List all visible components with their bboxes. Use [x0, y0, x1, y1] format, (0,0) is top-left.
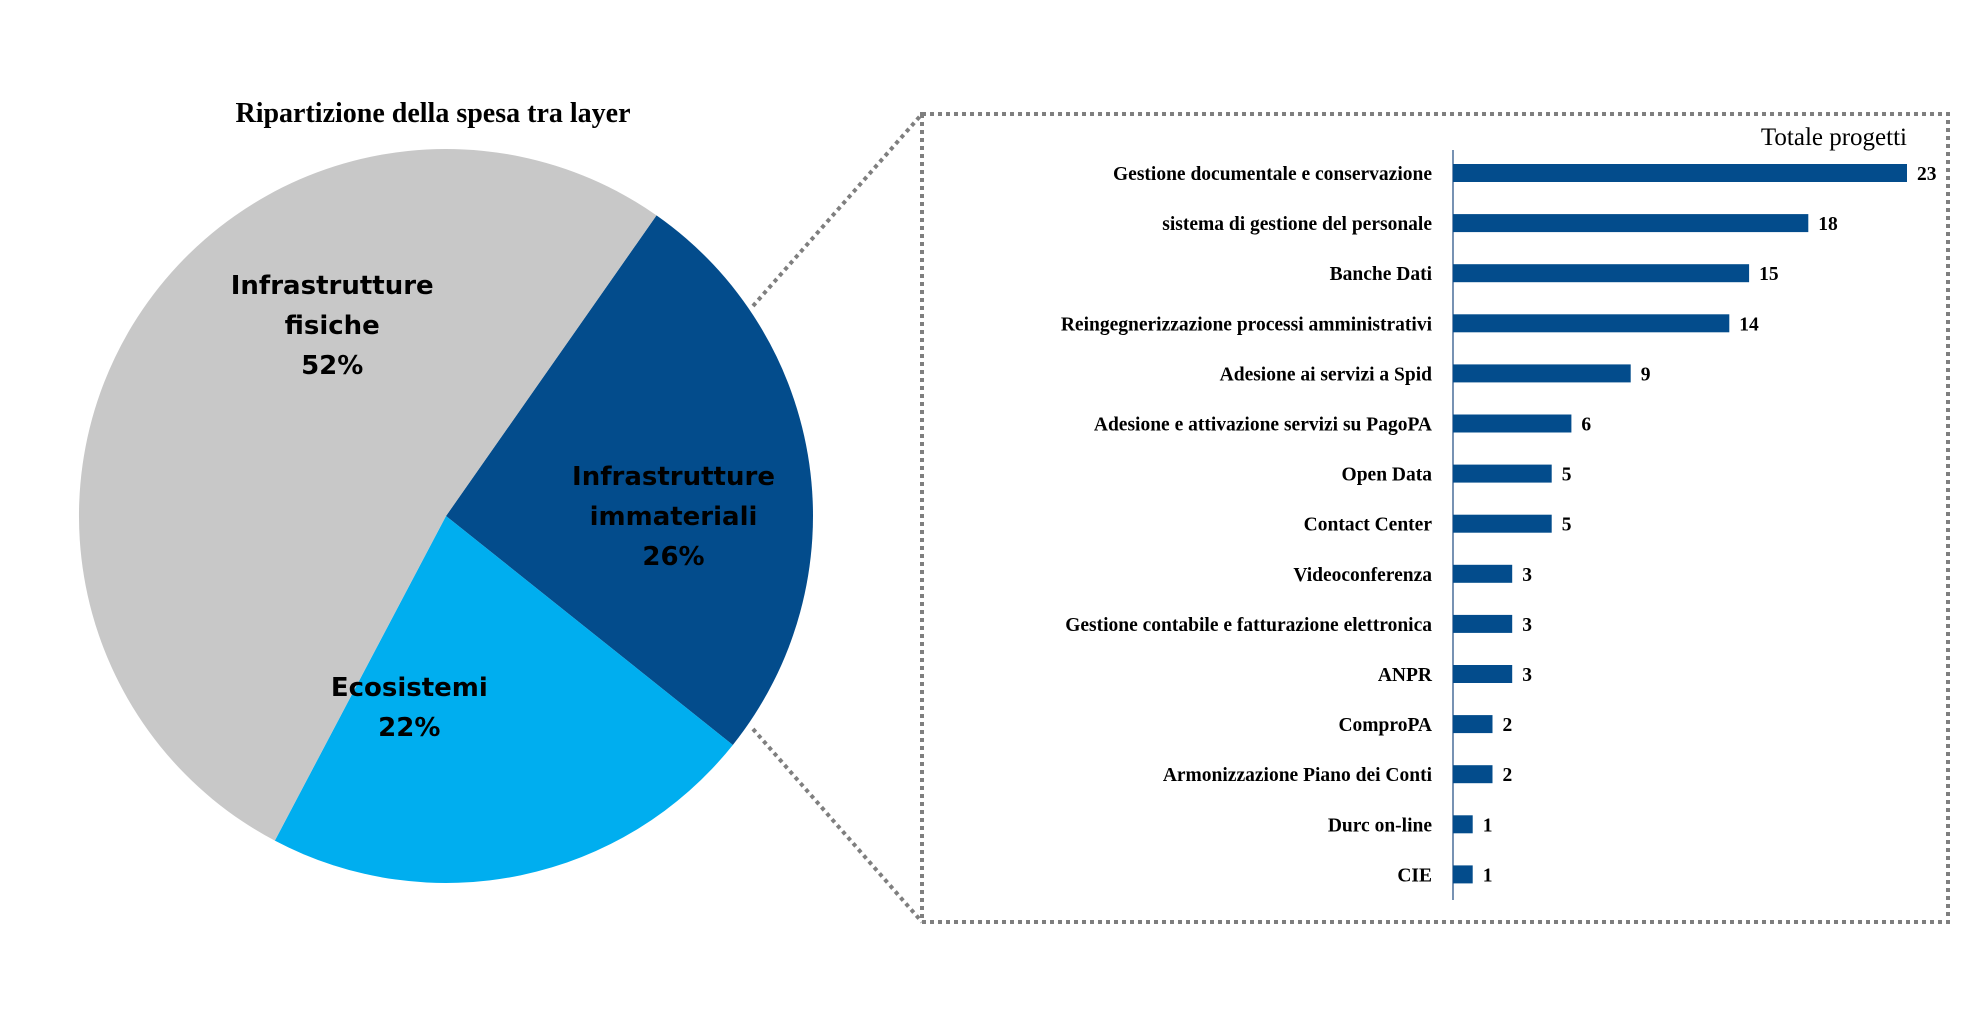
- bar-category-label: Gestione documentale e conservazione: [1113, 164, 1432, 185]
- bar-value-label: 15: [1759, 264, 1779, 285]
- bar-value-label: 3: [1522, 665, 1532, 686]
- bar-3: [1453, 314, 1730, 333]
- bar-category-label: Adesione e attivazione servizi su PagoPA: [1094, 415, 1432, 436]
- bar-7: [1453, 514, 1552, 533]
- bar-9: [1453, 614, 1513, 633]
- bar-category-label: Gestione contabile e fatturazione elettr…: [1065, 615, 1432, 636]
- bar-0: [1453, 164, 1907, 182]
- pie-slice-label-0: Infrastrutture immateriali 26%: [572, 462, 775, 572]
- bar-value-label: 1: [1483, 865, 1493, 886]
- bar-value-label: 3: [1522, 615, 1532, 636]
- bar-value-label: 3: [1522, 565, 1532, 586]
- bar-category-label: sistema di gestione del personale: [1162, 214, 1432, 235]
- bar-1: [1453, 214, 1809, 233]
- bar-2: [1453, 264, 1750, 283]
- pie-chart-title: Ripartizione della spesa tra layer: [235, 98, 630, 129]
- bar-category-label: Armonizzazione Piano dei Conti: [1163, 765, 1433, 786]
- bar-category-label: Videoconferenza: [1293, 565, 1432, 586]
- bar-category-label: Contact Center: [1304, 515, 1433, 536]
- bar-12: [1453, 765, 1493, 784]
- bar-value-label: 1: [1483, 815, 1493, 836]
- bar-value-label: 2: [1503, 715, 1513, 736]
- connector-line-bottom: [751, 727, 924, 924]
- pie-slice-label-2: Infrastrutture fisiche 52%: [231, 271, 434, 381]
- bar-chart: Gestione documentale e conservazione 23si…: [1061, 164, 1937, 886]
- bar-10: [1453, 665, 1513, 683]
- bar-value-label: 9: [1641, 364, 1651, 385]
- bar-category-label: Durc on-line: [1328, 815, 1433, 836]
- bar-category-label: Open Data: [1342, 465, 1433, 486]
- bar-value-label: 14: [1739, 314, 1759, 335]
- bar-chart-frame: [920, 112, 1950, 924]
- bar-value-label: 2: [1503, 765, 1513, 786]
- bar-value-label: 5: [1562, 465, 1572, 486]
- pie-slice-1: [274, 516, 733, 883]
- bar-value-label: 18: [1818, 214, 1838, 235]
- pie-slice-0: [446, 215, 813, 745]
- bar-6: [1453, 464, 1552, 483]
- bar-category-label: ANPR: [1378, 665, 1433, 686]
- bar-4: [1453, 364, 1631, 383]
- pie-chart: Infrastrutture immateriali 26% Ecosistemi 22…: [78, 148, 813, 883]
- bar-category-label: ComproPA: [1338, 715, 1432, 736]
- bar-14: [1453, 865, 1473, 884]
- pie-slice-label-1: Ecosistemi 22%: [331, 673, 488, 743]
- connector-line-top: [751, 112, 924, 308]
- bar-category-label: CIE: [1397, 865, 1432, 886]
- bar-8: [1453, 564, 1513, 583]
- bar-5: [1453, 414, 1572, 433]
- bar-11: [1453, 715, 1493, 734]
- bar-value-label: 5: [1562, 515, 1572, 536]
- bar-chart-title: Totale progetti: [1761, 124, 1907, 151]
- bar-13: [1453, 815, 1473, 834]
- bar-category-label: Reingegnerizzazione processi amministrat…: [1061, 314, 1433, 335]
- bar-value-label: 6: [1581, 415, 1591, 436]
- pie-slice-2: [78, 148, 657, 841]
- bar-category-label: Adesione ai servizi a Spid: [1220, 364, 1433, 385]
- bar-category-label: Banche Dati: [1330, 264, 1433, 285]
- bar-value-label: 23: [1917, 164, 1937, 185]
